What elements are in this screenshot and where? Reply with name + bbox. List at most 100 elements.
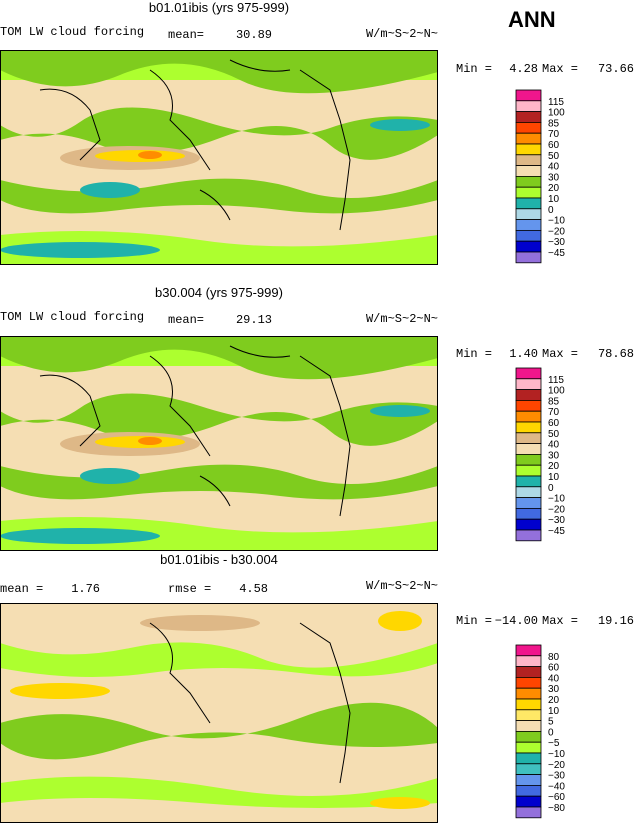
colorbar-label: 115: [548, 97, 564, 108]
colorbar-label: 50: [548, 151, 560, 162]
colorbar-label: −40: [548, 781, 565, 792]
colorbar-label: −30: [548, 771, 565, 782]
min-value: 1.40: [509, 347, 538, 361]
panel-title: b01.01ibis (yrs 975-999): [149, 0, 289, 15]
colorbar-box: [515, 197, 542, 210]
colorbar-label: 0: [548, 727, 554, 738]
max-label: Max =: [542, 614, 578, 628]
units-label: W/m~S~2~N~: [366, 579, 438, 593]
stat-value: 4.58: [239, 582, 268, 596]
colorbar-box: [515, 421, 542, 434]
colorbar-box: [515, 655, 542, 667]
colorbar-label: 60: [548, 140, 560, 151]
colorbar-label: 85: [548, 396, 560, 407]
colorbar-label: 60: [548, 663, 560, 674]
stat-value: 1.76: [71, 582, 100, 596]
colorbar-label: 60: [548, 418, 560, 429]
colorbar-label: 30: [548, 684, 560, 695]
colorbar-label: 40: [548, 162, 560, 173]
colorbar-label: −60: [548, 792, 565, 803]
colorbar-box: [515, 687, 542, 700]
colorbar-box: [515, 806, 542, 819]
units-label: W/m~S~2~N~: [366, 312, 438, 326]
colorbar-label: 20: [548, 461, 560, 472]
colorbar-label: 100: [548, 108, 565, 119]
colorbar-box: [515, 507, 542, 520]
colorbar-label: 10: [548, 706, 560, 717]
colorbar-box: [515, 774, 542, 786]
panel-title: b30.004 (yrs 975-999): [155, 285, 283, 300]
colorbar-box: [515, 100, 542, 113]
stat-label: mean=: [168, 313, 204, 327]
colorbar-box: [515, 486, 542, 498]
colorbar-box: [515, 720, 542, 732]
colorbar-box: [515, 186, 542, 199]
colorbar-label: 20: [548, 695, 560, 706]
colorbar-box: [515, 111, 542, 123]
colorbar-box: [515, 709, 542, 721]
colorbar-box: [515, 518, 542, 531]
colorbar-box: [515, 464, 542, 477]
colorbar-label: −45: [548, 526, 565, 537]
season-label: ANN: [508, 7, 556, 32]
colorbar-label: −45: [548, 248, 565, 259]
colorbar-label: 30: [548, 450, 560, 461]
colorbar-box: [515, 154, 542, 167]
field-label: TOM LW cloud forcing: [0, 310, 144, 324]
colorbar-box: [515, 89, 542, 102]
colorbar-label: 40: [548, 673, 560, 684]
colorbar-label: 0: [548, 483, 554, 494]
colorbar-label: −20: [548, 760, 565, 771]
stat-label: mean =: [0, 582, 43, 596]
colorbar-label: −80: [548, 803, 565, 814]
colorbar-label: 70: [548, 407, 560, 418]
colorbar-label: −10: [548, 494, 565, 505]
colorbar-label: −30: [548, 515, 565, 526]
colorbar-box: [515, 666, 542, 678]
colorbar-label: −20: [548, 226, 565, 237]
colorbar-box: [515, 475, 542, 488]
colorbar-box: [515, 251, 542, 264]
colorbar-box: [515, 453, 542, 466]
colorbar-label: 115: [548, 375, 564, 386]
colorbar-box: [515, 410, 542, 423]
min-value: 4.28: [509, 62, 538, 76]
min-value: −14.00: [495, 614, 538, 628]
map: [0, 602, 439, 823]
field-label: TOM LW cloud forcing: [0, 25, 144, 39]
max-label: Max =: [542, 62, 578, 76]
colorbar-label: −20: [548, 504, 565, 515]
stat-value: 29.13: [236, 313, 272, 327]
colorbar-box: [515, 143, 542, 156]
colorbar-label: 85: [548, 118, 560, 129]
colorbar-label: 70: [548, 129, 560, 140]
colorbar-box: [515, 165, 542, 177]
max-value: 78.68: [598, 347, 634, 361]
colorbar-box: [515, 698, 542, 711]
colorbar-box: [515, 644, 542, 657]
colorbar-label: 5: [548, 717, 554, 728]
colorbar-box: [515, 731, 542, 743]
colorbar-label: 10: [548, 194, 560, 205]
colorbar-box: [515, 132, 542, 145]
colorbar-box: [515, 795, 542, 808]
colorbar-box: [515, 378, 542, 390]
colorbar-box: [515, 367, 542, 380]
colorbar-box: [515, 432, 542, 444]
colorbar-label: 40: [548, 440, 560, 451]
colorbar-box: [515, 677, 542, 689]
colorbar-label: 20: [548, 183, 560, 194]
colorbar-box: [515, 741, 542, 754]
map: [0, 335, 439, 552]
units-label: W/m~S~2~N~: [366, 27, 438, 41]
colorbar-box: [515, 219, 542, 231]
colorbar-label: −10: [548, 749, 565, 760]
colorbar-box: [515, 497, 542, 509]
stat-label: rmse =: [168, 582, 211, 596]
colorbar-box: [515, 399, 542, 412]
colorbar-label: 80: [548, 652, 560, 663]
colorbar-label: 50: [548, 429, 560, 440]
colorbar-box: [515, 752, 542, 765]
colorbar-box: [515, 389, 542, 401]
